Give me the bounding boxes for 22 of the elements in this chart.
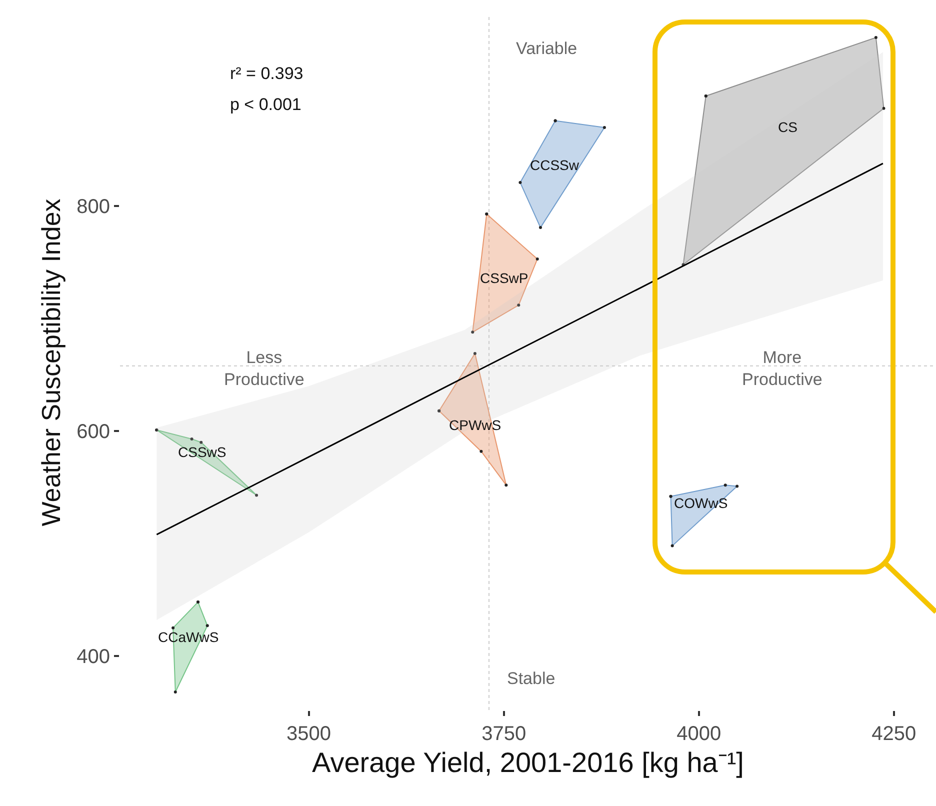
x-tick-label: 4000 bbox=[676, 723, 722, 745]
y-tick-label: 800 bbox=[76, 196, 110, 218]
x-tick-label: 3750 bbox=[482, 723, 526, 745]
series-label: CCSSw bbox=[530, 157, 580, 173]
series-label: CSSwS bbox=[178, 444, 226, 460]
series-label: CPWwS bbox=[449, 417, 502, 433]
annotation: r² = 0.393 bbox=[230, 64, 304, 83]
series-label: CCaWwS bbox=[158, 629, 219, 645]
x-tick-label: 4250 bbox=[872, 723, 916, 745]
annotation: Stable bbox=[507, 669, 556, 688]
y-axis-title: Weather Susceptibility Index bbox=[36, 198, 66, 526]
annotation: More Productive bbox=[742, 348, 822, 390]
series-label: CS bbox=[778, 119, 798, 135]
annotation: Variable bbox=[516, 39, 578, 58]
y-tick-label: 600 bbox=[76, 421, 110, 444]
series-label: COWwS bbox=[674, 495, 728, 511]
annotation: Less Productive bbox=[224, 348, 304, 390]
series-label: CSSwP bbox=[480, 270, 528, 286]
annotation: p < 0.001 bbox=[230, 95, 302, 114]
x-axis-title: Average Yield, 2001-2016 [kg ha⁻¹] bbox=[312, 747, 744, 778]
x-tick-label: 3500 bbox=[286, 723, 332, 745]
y-tick-label: 400 bbox=[76, 646, 110, 668]
